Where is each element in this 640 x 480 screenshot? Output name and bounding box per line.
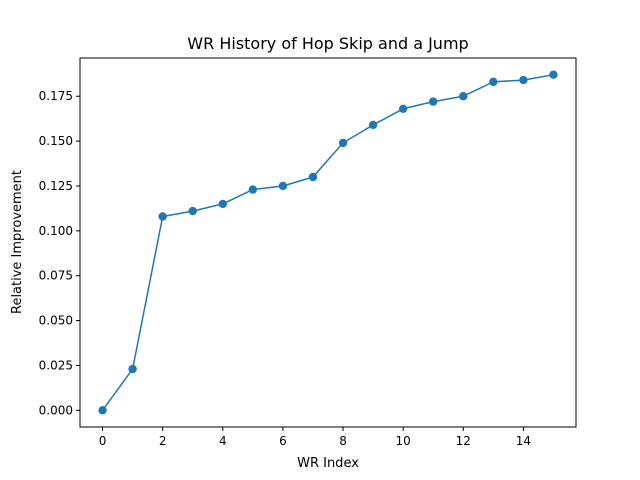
data-point [248, 185, 258, 194]
y-tick-label: 0.100 [39, 224, 73, 238]
series-line [101, 73, 554, 411]
axes-frame [79, 57, 577, 428]
data-point [489, 77, 498, 87]
x-tick-label: 10 [396, 434, 411, 448]
data-point [459, 92, 468, 101]
plot-layer [98, 70, 558, 415]
x-tick-label: 8 [339, 434, 347, 448]
y-tick-label: 0.025 [39, 358, 73, 372]
y-tick-label: 0.125 [39, 179, 73, 193]
x-tick-label: 0 [99, 434, 107, 448]
x-tick-label: 4 [219, 434, 227, 448]
y-tick-label: 0.050 [39, 314, 73, 328]
y-tick-label: 0.150 [39, 134, 73, 148]
y-tick-label: 0.075 [39, 269, 73, 283]
data-point [519, 75, 528, 85]
data-point [308, 172, 318, 182]
y-axis-ticks: 0.000 0.025 0.050 0.075 0.100 0.125 0.150 0.175 [39, 89, 80, 417]
data-point [128, 364, 137, 374]
data-point [429, 97, 438, 106]
y-axis-label: Relative Improvement [10, 170, 25, 314]
data-point [398, 104, 408, 113]
x-tick-label: 14 [516, 434, 531, 448]
x-tick-label: 6 [279, 434, 287, 448]
data-point [549, 70, 558, 79]
y-tick-label: 0.000 [39, 403, 73, 417]
data-point [158, 212, 167, 221]
data-point [188, 206, 197, 216]
data-point [218, 199, 227, 209]
data-point [338, 138, 348, 148]
data-point [98, 406, 107, 415]
y-tick-label: 0.175 [39, 89, 73, 103]
x-axis-label: WR Index [297, 456, 359, 471]
data-point [278, 181, 288, 191]
chart-title: WR History of Hop Skip and a Jump [187, 34, 468, 53]
x-tick-label: 12 [456, 434, 471, 448]
x-tick-label: 2 [159, 434, 167, 448]
x-axis-ticks: 0 2 4 6 8 10 12 14 [99, 427, 531, 448]
data-point [368, 120, 378, 130]
